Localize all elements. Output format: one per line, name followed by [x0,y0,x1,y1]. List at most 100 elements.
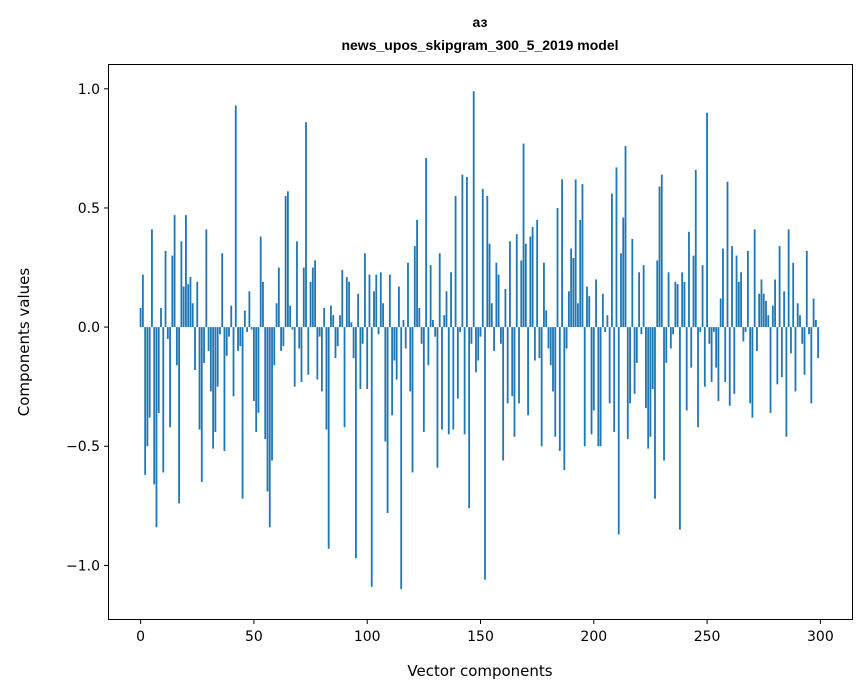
bar-236 [674,281,677,328]
bar-148 [475,327,477,373]
bar-126 [425,157,428,328]
bar-227 [654,327,656,499]
bar-278 [769,327,772,413]
bar-139 [454,196,457,328]
bar-104 [375,274,378,328]
bar-206 [606,315,609,328]
bar-274 [760,279,763,328]
bar-222 [642,265,645,328]
x-axis-label: Vector components [407,662,552,680]
bar-74 [307,327,310,375]
bar-101 [368,274,371,328]
bar-154 [488,243,491,328]
bar-210 [615,167,618,328]
x-tick-label-300: 300 [807,629,834,645]
bar-198 [588,296,591,328]
bar-152 [484,327,486,580]
bar-114 [398,286,400,328]
bar-294 [805,250,808,328]
bar-135 [445,291,448,328]
bar-150 [479,327,482,337]
bar-43 [237,327,239,351]
bar-29 [205,229,208,328]
bar-38 [225,327,228,356]
bar-186 [561,179,563,328]
bar-40 [230,305,233,328]
bar-181 [549,327,552,366]
bar-218 [633,327,636,394]
bar-295 [808,327,810,335]
bar-224 [647,327,650,449]
bar-242 [688,231,690,328]
bar-23 [191,303,194,328]
bar-121 [413,246,416,328]
bar-246 [697,327,699,428]
bar-207 [608,327,611,404]
bar-164 [511,327,514,397]
bar-277 [767,315,770,328]
bar-24 [194,327,196,370]
bar-225 [649,327,652,437]
chart-title: аз [473,14,488,30]
y-tick-label-4: 1.0 [78,82,100,98]
bar-42 [234,105,237,328]
bar-44 [239,327,242,347]
bar-271 [753,229,756,328]
bar-196 [583,327,586,447]
bar-83 [327,327,330,549]
bar-91 [345,277,348,328]
bar-125 [422,327,425,432]
x-tick-label-0: 0 [136,629,145,645]
bar-234 [669,327,672,349]
bar-179 [545,310,548,328]
bar-100 [366,327,369,390]
bar-37 [223,327,226,452]
bar-0 [139,308,142,328]
bar-53 [259,236,262,328]
bar-16 [175,327,178,366]
bar-161 [504,288,507,328]
bar-115 [400,327,403,590]
bar-165 [513,327,516,437]
bar-13 [169,327,171,428]
bar-172 [529,236,532,328]
bar-184 [556,207,559,328]
bar-41 [232,327,235,397]
bar-213 [622,217,625,328]
bar-237 [676,284,679,328]
bar-110 [388,274,391,328]
bar-116 [402,319,405,328]
bar-5 [151,229,153,328]
bar-130 [434,327,437,337]
bar-243 [690,327,693,368]
bar-105 [377,327,380,335]
bar-158 [497,274,500,328]
bar-78 [316,327,319,380]
bar-290 [796,303,799,328]
bar-146 [470,327,473,344]
bar-92 [348,281,350,328]
bar-52 [257,327,260,413]
bar-171 [527,327,529,416]
bar-189 [567,291,570,328]
bar-35 [219,327,221,335]
bar-7 [155,327,158,528]
bar-176 [538,327,541,359]
bar-212 [620,253,622,328]
bar-289 [794,327,797,392]
bar-286 [787,229,790,328]
bar-55 [264,327,267,440]
bar-95 [354,327,357,559]
bar-163 [509,241,511,328]
bar-77 [314,260,316,328]
bar-249 [703,327,706,387]
y-tick-label-3: 0.5 [78,201,100,217]
bar-177 [540,327,543,447]
bar-58 [271,327,273,461]
bar-230 [660,174,663,328]
bar-298 [814,319,817,328]
bar-45 [241,327,244,499]
bar-65 [286,191,289,328]
bar-267 [744,327,747,332]
bar-71 [300,327,303,382]
